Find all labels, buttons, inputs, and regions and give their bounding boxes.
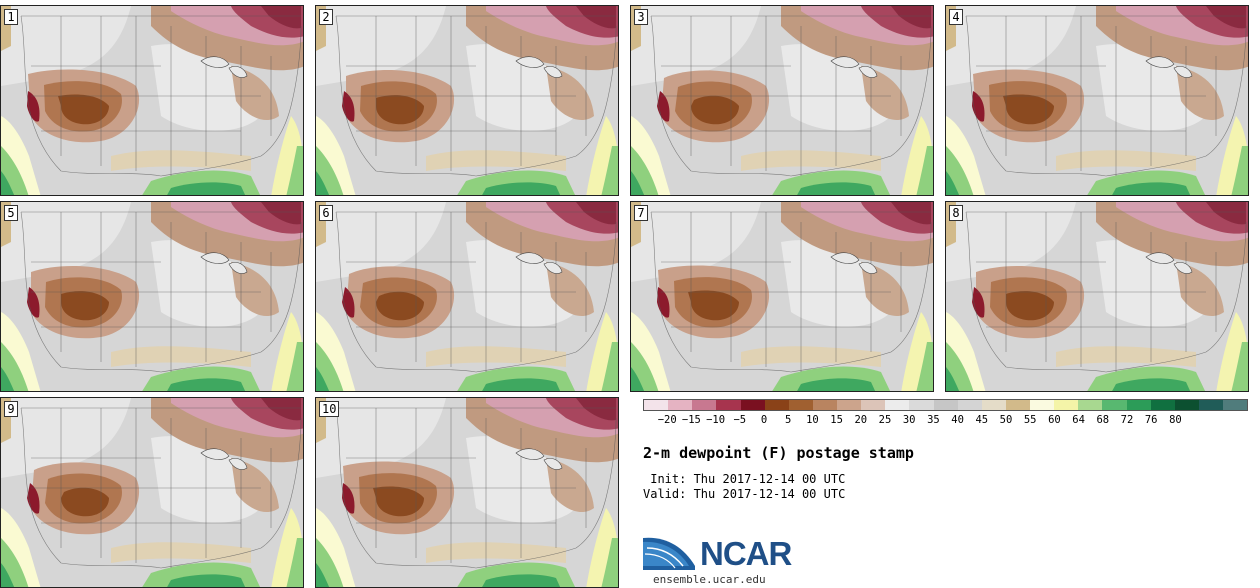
member-label: 2: [319, 9, 333, 25]
dewpoint-map: [1, 6, 303, 195]
member-panel: 7: [630, 201, 934, 392]
colorbar-swatch: [957, 400, 982, 410]
ncar-logo-icon: [643, 537, 695, 570]
colorbar-tick-label: 80: [1169, 414, 1182, 426]
colorbar-tick-label: 55: [1023, 414, 1037, 426]
colorbar-tick-label: 5: [785, 414, 792, 426]
colorbar-tick-label: 0: [760, 414, 768, 426]
colorbar-tick-label: 45: [975, 414, 989, 426]
colorbar-swatch: [909, 400, 934, 410]
colorbar-tick-label: −10: [706, 414, 726, 426]
colorbar-tick-label: 35: [927, 414, 940, 426]
member-panel: 6: [315, 201, 619, 392]
member-panel: 5: [0, 201, 304, 392]
colorbar-swatch: [788, 400, 813, 410]
colorbar-tick-label: 68: [1096, 414, 1110, 426]
colorbar-tick-label: 30: [902, 414, 916, 426]
plot-title: 2-m dewpoint (F) postage stamp: [643, 444, 914, 462]
colorbar-swatch: [1223, 400, 1248, 410]
dewpoint-map: [946, 6, 1248, 195]
member-panel: 1: [0, 5, 304, 196]
member-panel: 10: [315, 397, 619, 588]
dewpoint-map: [316, 202, 618, 391]
member-label: 3: [634, 9, 648, 25]
colorbar-tick-label: 76: [1144, 414, 1158, 426]
colorbar-swatch: [1078, 400, 1103, 410]
dewpoint-map: [631, 6, 933, 195]
member-panel: 9: [0, 397, 304, 588]
member-panel: 3: [630, 5, 934, 196]
colorbar-swatch: [1054, 400, 1079, 410]
colorbar-swatch: [812, 400, 837, 410]
colorbar-swatch: [837, 400, 862, 410]
dewpoint-map: [316, 6, 618, 195]
colorbar-swatch: [692, 400, 717, 410]
site-url: ensemble.ucar.edu: [653, 573, 766, 586]
colorbar-tick-label: 64: [1072, 414, 1085, 426]
colorbar-tick-label: 25: [878, 414, 892, 426]
colorbar-tick-label: −15: [681, 414, 701, 426]
member-panel: 4: [945, 5, 1249, 196]
member-label: 6: [319, 205, 333, 221]
colorbar-tick-label: 10: [806, 414, 819, 426]
colorbar-tick-label: 40: [951, 414, 964, 426]
colorbar-tick-label: 72: [1120, 414, 1134, 426]
colorbar-swatch: [981, 400, 1006, 410]
colorbar-swatch: [668, 400, 693, 410]
colorbar-tick-label: 50: [999, 414, 1013, 426]
colorbar-swatch: [885, 400, 910, 410]
dewpoint-map: [316, 398, 618, 587]
ncar-logo-text: NCAR: [700, 535, 792, 572]
member-label: 7: [634, 205, 648, 221]
member-label: 10: [319, 401, 340, 417]
colorbar-tick-label: 60: [1048, 414, 1061, 426]
colorbar-swatch: [1030, 400, 1055, 410]
member-panel: 2: [315, 5, 619, 196]
member-label: 5: [4, 205, 18, 221]
init-time: Init: Thu 2017-12-14 00 UTC: [643, 472, 846, 486]
member-label: 4: [949, 9, 963, 25]
colorbar: [643, 399, 1248, 411]
colorbar-swatch: [933, 400, 958, 410]
colorbar-tick-label: 20: [854, 414, 868, 426]
colorbar-labels: −20 −15 −10 −5 0 5 10 15 20 25 30 35 40 45 50 55 60 64 68 7…: [643, 414, 1248, 428]
colorbar-swatch: [861, 400, 886, 410]
colorbar-swatch: [1126, 400, 1151, 410]
colorbar-swatch: [1005, 400, 1030, 410]
colorbar-tick-label: −5: [733, 414, 747, 426]
colorbar-swatch: [764, 400, 789, 410]
member-label: 8: [949, 205, 963, 221]
colorbar-swatch: [1150, 400, 1175, 410]
dewpoint-map: [631, 202, 933, 391]
colorbar-swatch: [1102, 400, 1127, 410]
colorbar-swatch: [1198, 400, 1223, 410]
member-label: 9: [4, 401, 18, 417]
dewpoint-map: [946, 202, 1248, 391]
colorbar-swatch: [740, 400, 765, 410]
colorbar-swatch: [716, 400, 741, 410]
colorbar-swatch: [644, 400, 669, 410]
dewpoint-map: [1, 202, 303, 391]
dewpoint-map: [1, 398, 303, 587]
valid-time: Valid: Thu 2017-12-14 00 UTC: [643, 487, 846, 501]
member-panel: 8: [945, 201, 1249, 392]
colorbar-tick-label: −20: [657, 414, 677, 426]
member-label: 1: [4, 9, 18, 25]
colorbar-swatch: [1174, 400, 1199, 410]
colorbar-tick-label: 15: [830, 414, 843, 426]
